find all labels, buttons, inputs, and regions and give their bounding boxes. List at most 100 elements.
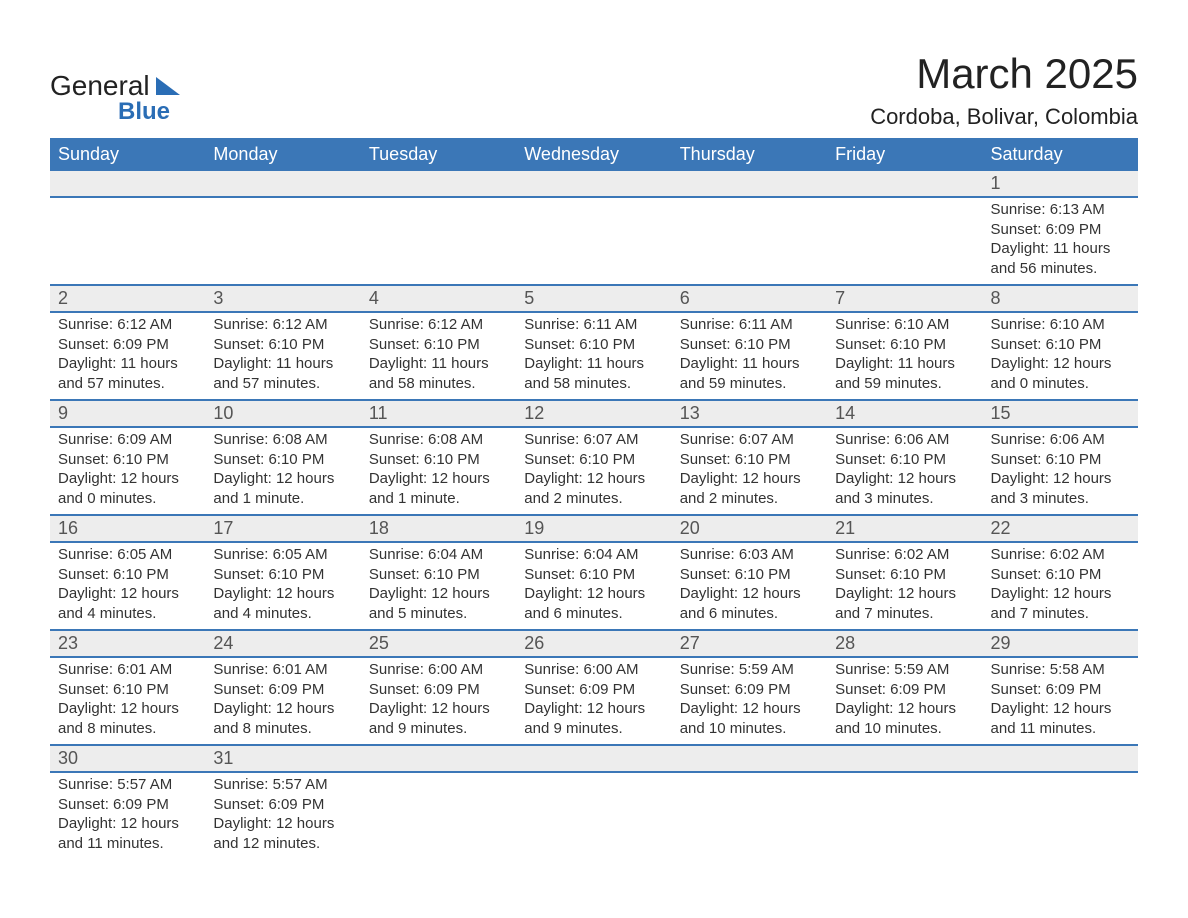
day-cell-number: 11	[361, 400, 516, 427]
sunset-line: Sunset: 6:10 PM	[991, 565, 1130, 585]
day-cell-number: 9	[50, 400, 205, 427]
day-content: Sunrise: 5:58 AMSunset: 6:09 PMDaylight:…	[983, 658, 1138, 744]
daylight-line: Daylight: 12 hours and 4 minutes.	[58, 584, 197, 623]
day-cell-content: Sunrise: 6:05 AMSunset: 6:10 PMDaylight:…	[50, 542, 205, 630]
day-cell-content: Sunrise: 6:08 AMSunset: 6:10 PMDaylight:…	[205, 427, 360, 515]
day-cell-content: Sunrise: 6:09 AMSunset: 6:10 PMDaylight:…	[50, 427, 205, 515]
day-cell-number: 4	[361, 285, 516, 312]
sunset-line: Sunset: 6:10 PM	[524, 335, 663, 355]
day-number: 18	[361, 516, 516, 541]
day-number	[361, 746, 516, 750]
sunset-line: Sunset: 6:10 PM	[58, 680, 197, 700]
day-number: 4	[361, 286, 516, 311]
day-cell-content: Sunrise: 6:13 AMSunset: 6:09 PMDaylight:…	[983, 197, 1138, 285]
sunset-line: Sunset: 6:09 PM	[58, 795, 197, 815]
day-cell-content	[827, 772, 982, 859]
day-cell-content: Sunrise: 6:04 AMSunset: 6:10 PMDaylight:…	[361, 542, 516, 630]
day-content	[983, 773, 1138, 781]
day-cell-number	[361, 745, 516, 772]
day-content-row: Sunrise: 6:05 AM Sunset: 6:10 PM Daylight:…	[50, 542, 1138, 630]
weekday-header: Thursday	[672, 138, 827, 171]
day-cell-content: Sunrise: 6:02 AMSunset: 6:10 PMDaylight:…	[983, 542, 1138, 630]
sunset-line: Sunset: 6:09 PM	[58, 335, 197, 355]
day-content: Sunrise: 6:02 AMSunset: 6:10 PMDaylight:…	[983, 543, 1138, 629]
daylight-line: Daylight: 12 hours and 11 minutes.	[991, 699, 1130, 738]
day-content-row: Sunrise: 6:09 AMSunset: 6:10 PMDaylight:…	[50, 427, 1138, 515]
sunrise-line: Sunrise: 6:07 AM	[680, 430, 819, 450]
day-number: 25	[361, 631, 516, 656]
day-cell-content: Sunrise: 5:59 AMSunset: 6:09 PMDaylight:…	[827, 657, 982, 745]
day-content: Sunrise: 6:08 AMSunset: 6:10 PMDaylight:…	[361, 428, 516, 514]
day-cell-content	[361, 772, 516, 859]
daylight-line: Daylight: 11 hours and 56 minutes.	[991, 239, 1130, 278]
weekday-header-row: Sunday Monday Tuesday Wednesday Thursday…	[50, 138, 1138, 171]
sunset-line: Sunset: 6:10 PM	[213, 335, 352, 355]
page-subtitle: Cordoba, Bolivar, Colombia	[870, 104, 1138, 130]
daylight-line: Daylight: 12 hours and 0 minutes.	[991, 354, 1130, 393]
day-content: Sunrise: 6:10 AMSunset: 6:10 PMDaylight:…	[827, 313, 982, 399]
day-cell-number: 27	[672, 630, 827, 657]
day-cell-content: Sunrise: 6:12 AMSunset: 6:09 PMDaylight:…	[50, 312, 205, 400]
day-number: 2	[50, 286, 205, 311]
page-title: March 2025	[870, 50, 1138, 98]
day-cell-number: 17	[205, 515, 360, 542]
day-number: 6	[672, 286, 827, 311]
day-number: 20	[672, 516, 827, 541]
daylight-line: Daylight: 12 hours and 0 minutes.	[58, 469, 197, 508]
sunrise-line: Sunrise: 6:08 AM	[369, 430, 508, 450]
day-number	[672, 746, 827, 750]
day-cell-content: Sunrise: 6:10 AMSunset: 6:10 PMDaylight:…	[983, 312, 1138, 400]
day-cell-content: Sunrise: 6:03 AMSunset: 6:10 PMDaylight:…	[672, 542, 827, 630]
day-cell-number: 3	[205, 285, 360, 312]
sunset-line: Sunset: 6:10 PM	[680, 450, 819, 470]
day-cell-content: Sunrise: 6:08 AMSunset: 6:10 PMDaylight:…	[361, 427, 516, 515]
sunrise-line: Sunrise: 6:00 AM	[524, 660, 663, 680]
day-cell-number: 24	[205, 630, 360, 657]
day-cell-content: Sunrise: 6:11 AMSunset: 6:10 PMDaylight:…	[516, 312, 671, 400]
day-cell-number	[672, 745, 827, 772]
day-number	[516, 171, 671, 175]
day-cell-content: Sunrise: 6:00 AMSunset: 6:09 PMDaylight:…	[516, 657, 671, 745]
day-cell-number: 10	[205, 400, 360, 427]
day-number: 12	[516, 401, 671, 426]
day-cell-number: 26	[516, 630, 671, 657]
day-cell-number: 7	[827, 285, 982, 312]
day-content: Sunrise: 6:02 AMSunset: 6:10 PMDaylight:…	[827, 543, 982, 629]
day-cell-content	[205, 197, 360, 285]
sunset-line: Sunset: 6:09 PM	[835, 680, 974, 700]
day-cell-content: Sunrise: 6:04 AMSunset: 6:10 PMDaylight:…	[516, 542, 671, 630]
day-content-row: Sunrise: 6:12 AMSunset: 6:09 PMDaylight:…	[50, 312, 1138, 400]
daylight-line: Daylight: 11 hours and 58 minutes.	[369, 354, 508, 393]
day-content: Sunrise: 6:06 AMSunset: 6:10 PMDaylight:…	[827, 428, 982, 514]
sunrise-line: Sunrise: 6:05 AM	[213, 545, 352, 565]
day-cell-number	[672, 171, 827, 197]
day-number	[516, 746, 671, 750]
sunrise-line: Sunrise: 5:57 AM	[213, 775, 352, 795]
day-number: 31	[205, 746, 360, 771]
day-content: Sunrise: 6:11 AMSunset: 6:10 PMDaylight:…	[672, 313, 827, 399]
day-content: Sunrise: 6:12 AMSunset: 6:10 PMDaylight:…	[205, 313, 360, 399]
sunrise-line: Sunrise: 5:59 AM	[835, 660, 974, 680]
weekday-header: Tuesday	[361, 138, 516, 171]
day-cell-content: Sunrise: 6:00 AMSunset: 6:09 PMDaylight:…	[361, 657, 516, 745]
day-content	[672, 198, 827, 206]
sunset-line: Sunset: 6:09 PM	[524, 680, 663, 700]
sunset-line: Sunset: 6:10 PM	[369, 335, 508, 355]
day-content	[827, 198, 982, 206]
day-cell-number: 23	[50, 630, 205, 657]
weekday-header: Friday	[827, 138, 982, 171]
day-cell-content: Sunrise: 6:12 AMSunset: 6:10 PMDaylight:…	[361, 312, 516, 400]
sunset-line: Sunset: 6:09 PM	[991, 220, 1130, 240]
calendar-body: 1Sunrise: 6:13 AMSunset: 6:09 PMDaylight…	[50, 171, 1138, 859]
day-number: 24	[205, 631, 360, 656]
day-cell-number	[516, 171, 671, 197]
header: General Blue March 2025 Cordoba, Bolivar…	[50, 50, 1138, 130]
day-number: 21	[827, 516, 982, 541]
sunrise-line: Sunrise: 6:04 AM	[524, 545, 663, 565]
daylight-line: Daylight: 11 hours and 58 minutes.	[524, 354, 663, 393]
day-cell-content	[361, 197, 516, 285]
daylight-line: Daylight: 11 hours and 57 minutes.	[58, 354, 197, 393]
day-cell-content: Sunrise: 5:59 AMSunset: 6:09 PMDaylight:…	[672, 657, 827, 745]
day-number: 14	[827, 401, 982, 426]
daynum-row: 1	[50, 171, 1138, 197]
